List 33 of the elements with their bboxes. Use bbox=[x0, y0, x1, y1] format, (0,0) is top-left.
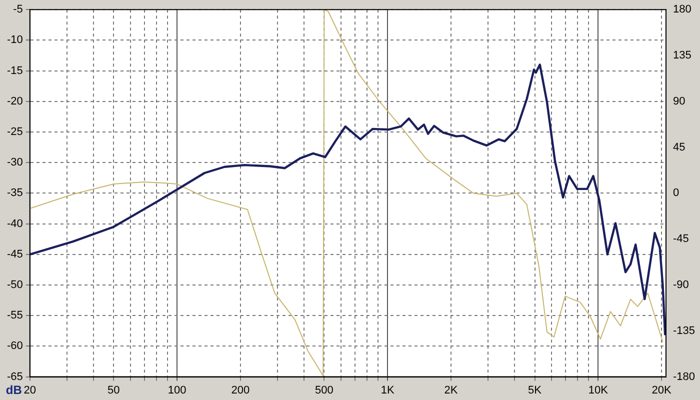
y-tick-label: -60 bbox=[6, 340, 23, 352]
x-tick-label: 100 bbox=[168, 384, 186, 396]
y-tick-label: -40 bbox=[6, 218, 23, 230]
y-tick-label: -35 bbox=[6, 187, 23, 200]
y2-tick-label: 45 bbox=[672, 141, 686, 154]
y-tick-label: -45 bbox=[6, 248, 23, 260]
x-tick-label: 500 bbox=[315, 384, 334, 396]
y-tick-label: -65 bbox=[6, 370, 23, 383]
x-tick-label: 200 bbox=[231, 384, 250, 396]
y-tick-label: -5 bbox=[13, 4, 23, 16]
x-tick-label: 20K bbox=[652, 384, 672, 396]
x-tick-label: 1K bbox=[380, 384, 395, 396]
x-tick-label: 20 bbox=[24, 384, 36, 396]
y-tick-label: -25 bbox=[6, 126, 23, 138]
y-tick-label: -20 bbox=[6, 95, 23, 108]
y2-tick-label: -90 bbox=[672, 279, 689, 292]
y-tick-label: -55 bbox=[6, 310, 23, 322]
y-tick-label: -10 bbox=[6, 34, 23, 46]
y-axis-title: dB bbox=[6, 383, 22, 398]
y2-tick-label: 135 bbox=[672, 50, 692, 62]
x-tick-label: 10K bbox=[588, 384, 609, 396]
y2-tick-label: 90 bbox=[672, 95, 686, 108]
y-tick-label: -15 bbox=[6, 64, 23, 77]
y-tick-label: -50 bbox=[6, 279, 23, 292]
x-tick-label: 2K bbox=[444, 384, 458, 396]
y2-tick-label: -135 bbox=[672, 324, 696, 337]
y-tick-label: -30 bbox=[6, 156, 23, 169]
y2-tick-label: 180 bbox=[672, 4, 692, 16]
x-tick-label: 5K bbox=[528, 384, 542, 396]
x-tick-label: 50 bbox=[108, 384, 120, 396]
y2-tick-label: -180 bbox=[672, 370, 696, 383]
y2-tick-label: -45 bbox=[672, 233, 689, 246]
y2-tick-label: 0 bbox=[672, 187, 680, 200]
